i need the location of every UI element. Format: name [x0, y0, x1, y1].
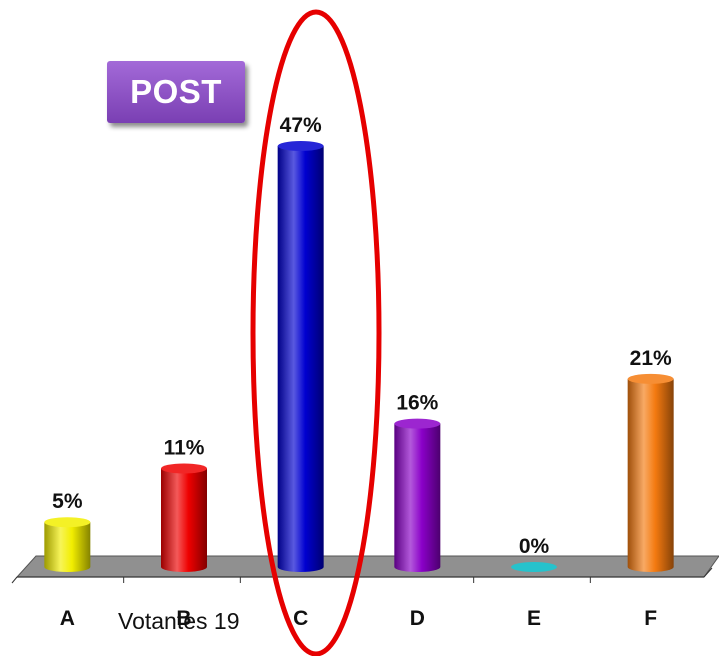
bar-cap [161, 463, 207, 474]
category-labels: A B C D E F [60, 607, 658, 630]
data-label-f: 21% [630, 347, 672, 370]
bar-e [511, 562, 557, 572]
bar-body [394, 423, 441, 572]
category-label-f: F [644, 607, 657, 630]
bar-cap [44, 517, 91, 528]
bar-body [627, 378, 674, 572]
bar-c [277, 141, 324, 572]
bar-cap [394, 418, 441, 429]
bar-body [44, 522, 91, 572]
data-label-e: 0% [519, 535, 550, 558]
data-label-c: 47% [280, 114, 322, 137]
bar-cap [277, 141, 324, 151]
x-axis-right-tick [703, 567, 713, 578]
bar-b [161, 463, 207, 572]
bar-cap [511, 562, 557, 572]
data-label-d: 16% [396, 392, 438, 415]
data-label-b: 11% [164, 436, 205, 459]
chart-floor [15, 555, 719, 578]
highlight-ellipse [250, 9, 382, 656]
category-label-b: B [176, 607, 191, 630]
bar-d [394, 418, 441, 572]
bar-body [161, 468, 207, 572]
x-axis-left-tick [11, 576, 18, 584]
bar-cap [627, 373, 674, 384]
post-badge-label: POST [130, 73, 222, 110]
data-label-a: 5% [52, 490, 83, 513]
post-badge: POST [107, 61, 245, 123]
bar-a [44, 517, 91, 572]
bar-body [277, 146, 324, 572]
category-label-a: A [60, 607, 75, 630]
voters-label: Votantes 19 [118, 608, 240, 634]
data-labels: 5% 11% 47% 16% 0% 21% [52, 114, 672, 558]
category-label-e: E [527, 607, 541, 630]
bars [44, 141, 674, 572]
category-label-c: C [293, 607, 308, 630]
bar-f [627, 373, 674, 572]
category-label-d: D [410, 607, 425, 630]
